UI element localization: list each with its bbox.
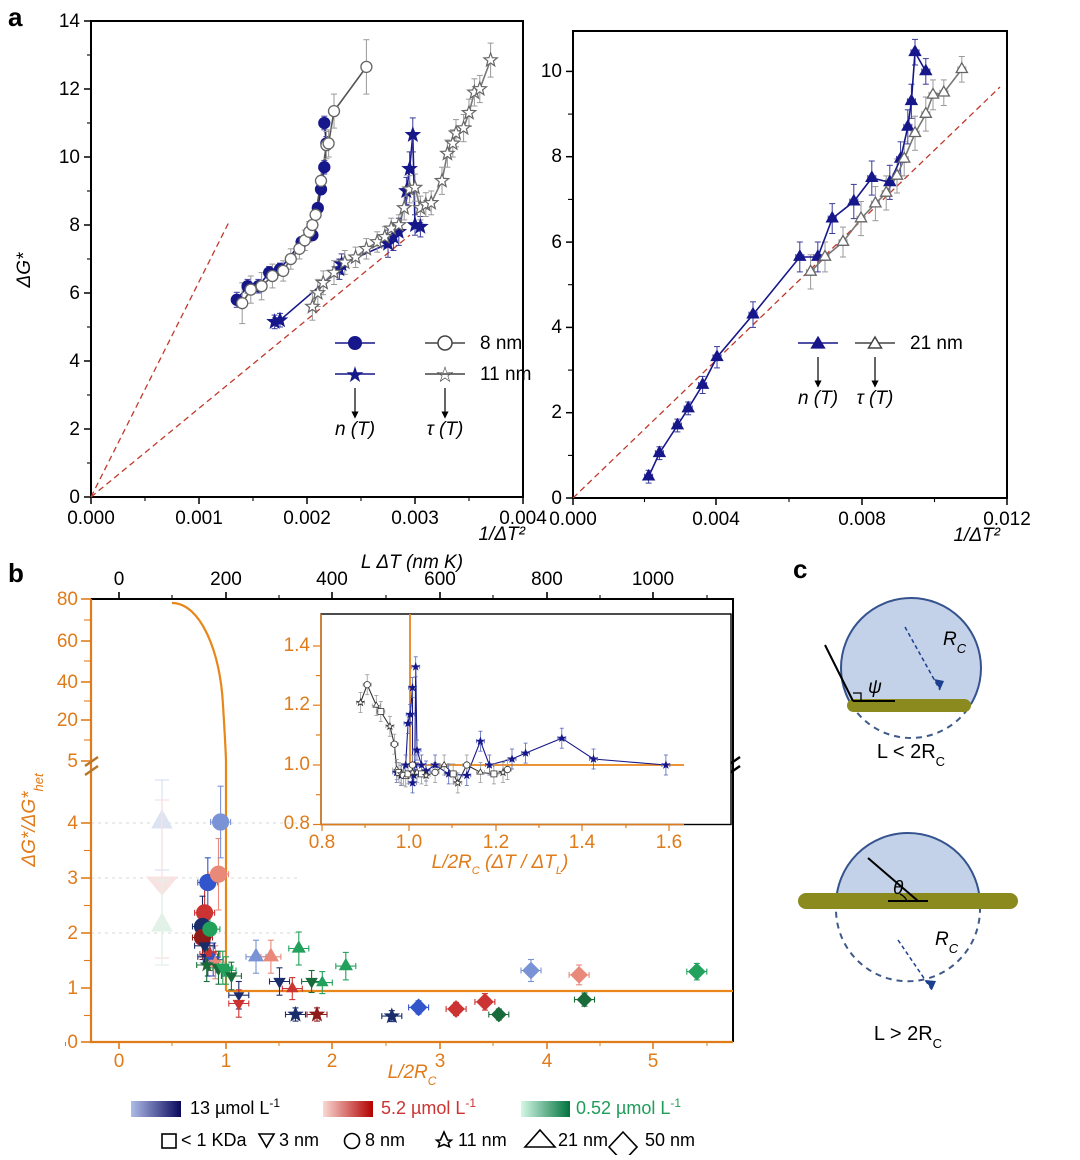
svg-text:50 nm: 50 nm (645, 1130, 695, 1150)
svg-text:L ΔT (nm K): L ΔT (nm K) (361, 552, 463, 573)
svg-text:c: c (793, 554, 807, 584)
svg-text:0.003: 0.003 (391, 508, 439, 529)
svg-text:13 µmol L-1: 13 µmol L-1 (190, 1096, 280, 1118)
svg-text:1/ΔT²: 1/ΔT² (953, 525, 1000, 546)
svg-text:0.000: 0.000 (67, 508, 115, 529)
svg-text:★: ★ (345, 362, 365, 387)
svg-text:< 1 KDa: < 1 KDa (181, 1130, 248, 1150)
svg-text:12: 12 (59, 79, 80, 100)
svg-text:6: 6 (551, 232, 562, 253)
svg-text:3 nm: 3 nm (279, 1130, 319, 1150)
svg-text:400: 400 (316, 569, 348, 590)
svg-text:0.001: 0.001 (175, 508, 223, 529)
svg-text:3: 3 (435, 1051, 446, 1072)
svg-text:1: 1 (221, 1051, 232, 1072)
svg-text:0.52 µmol L-1: 0.52 µmol L-1 (576, 1096, 681, 1118)
svg-text:0: 0 (67, 1032, 78, 1053)
svg-text:8 nm: 8 nm (365, 1130, 405, 1150)
svg-text:0.8: 0.8 (309, 832, 335, 853)
svg-text:800: 800 (531, 569, 563, 590)
svg-text:4: 4 (542, 1051, 553, 1072)
svg-text:11 nm: 11 nm (458, 1130, 507, 1150)
svg-text:θ: θ (893, 878, 904, 899)
svg-text:60: 60 (57, 631, 78, 652)
svg-text:5: 5 (67, 751, 78, 772)
svg-text:1000: 1000 (632, 569, 674, 590)
svg-text:1: 1 (67, 978, 78, 999)
svg-text:200: 200 (210, 569, 242, 590)
svg-text:τ (T): τ (T) (857, 388, 894, 409)
svg-text:4: 4 (551, 317, 562, 338)
svg-text:1.0: 1.0 (284, 754, 310, 775)
svg-text:0: 0 (114, 1051, 125, 1072)
svg-text:0: 0 (69, 487, 80, 508)
svg-text:10: 10 (541, 61, 562, 82)
svg-text:8: 8 (69, 215, 80, 236)
svg-text:2: 2 (327, 1051, 338, 1072)
svg-text:1.0: 1.0 (396, 832, 422, 853)
svg-text:0: 0 (551, 488, 562, 509)
svg-text:8 nm: 8 nm (480, 333, 522, 354)
svg-text:8: 8 (551, 146, 562, 167)
svg-text:6: 6 (69, 283, 80, 304)
svg-text:n (T): n (T) (335, 419, 375, 440)
svg-text:0.000: 0.000 (549, 509, 597, 530)
svg-text:4: 4 (69, 351, 80, 372)
svg-text:4: 4 (67, 813, 78, 834)
svg-text:0.8: 0.8 (284, 813, 310, 834)
svg-text:1.2: 1.2 (284, 694, 310, 715)
svg-text:1.4: 1.4 (284, 635, 311, 656)
svg-text:0: 0 (114, 569, 125, 590)
svg-text:10: 10 (59, 147, 80, 168)
svg-text:20: 20 (57, 710, 78, 731)
svg-text:b: b (8, 558, 24, 588)
svg-text:80: 80 (57, 589, 78, 610)
svg-text:5.2 µmol L-1: 5.2 µmol L-1 (381, 1096, 476, 1118)
svg-text:n (T): n (T) (798, 388, 838, 409)
svg-text:21 nm: 21 nm (910, 333, 963, 354)
svg-text:14: 14 (59, 11, 81, 32)
svg-text:ψ: ψ (868, 677, 882, 698)
svg-text:0.002: 0.002 (283, 508, 331, 529)
svg-text:2: 2 (69, 419, 80, 440)
svg-text:τ (T): τ (T) (427, 419, 464, 440)
svg-text:11 nm: 11 nm (480, 364, 531, 385)
svg-text:5: 5 (648, 1051, 659, 1072)
svg-text:☆: ☆ (435, 362, 455, 387)
svg-text:21 nm: 21 nm (558, 1130, 608, 1150)
svg-text:1.6: 1.6 (656, 832, 682, 853)
svg-text:2: 2 (551, 402, 562, 423)
svg-text:40: 40 (57, 672, 78, 693)
svg-text:1.2: 1.2 (483, 832, 509, 853)
svg-text:3: 3 (67, 868, 78, 889)
svg-text:a: a (8, 2, 23, 32)
svg-text:1.4: 1.4 (569, 832, 596, 853)
svg-text:0.008: 0.008 (838, 509, 886, 530)
svg-text:ΔG*: ΔG* (14, 252, 35, 289)
svg-text:1/ΔT²: 1/ΔT² (478, 524, 525, 545)
svg-text:0.004: 0.004 (692, 509, 740, 530)
svg-text:2: 2 (67, 923, 78, 944)
